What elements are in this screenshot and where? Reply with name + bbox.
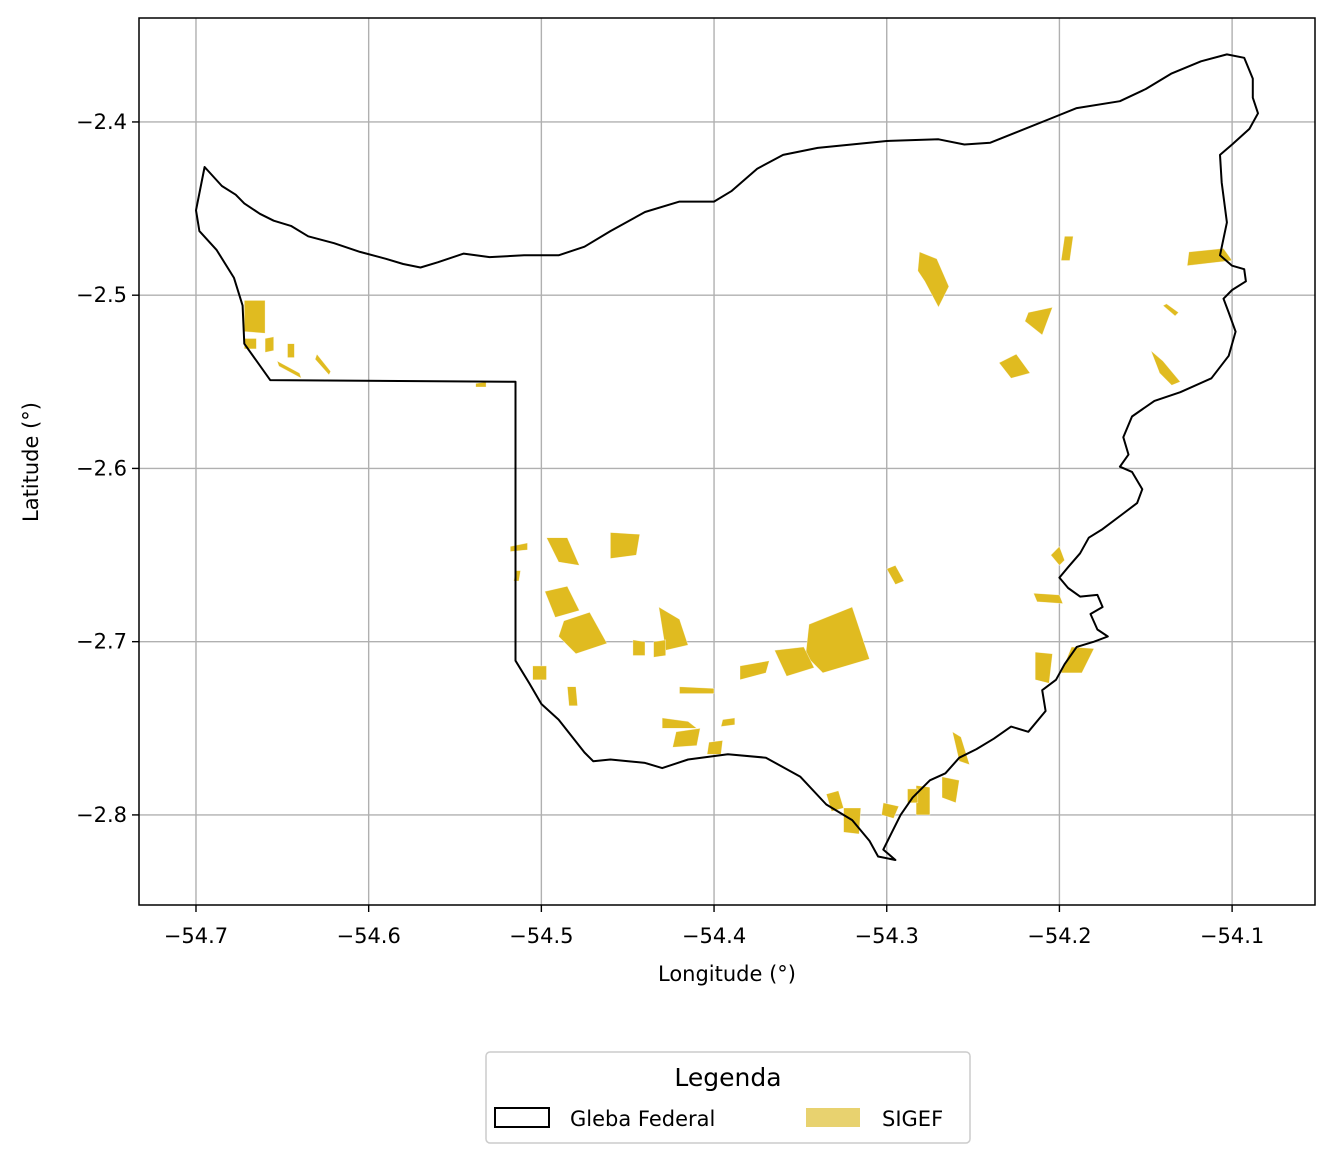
sigef-parcel [244,300,266,334]
sigef-parcel [886,565,905,585]
x-axis-label: Longitude (°) [658,962,796,986]
sigef-parcel [907,788,919,804]
sigef-parcel [632,639,646,656]
x-tick-label: −54.7 [164,924,228,948]
sigef-parcel [1034,651,1053,684]
legend-swatch-sigef [806,1108,860,1127]
sigef-parcel [1024,306,1053,336]
sigef-parcel [1162,303,1180,317]
x-tick-label: −54.5 [509,924,573,948]
sigef-parcel [951,731,971,766]
sigef-parcel [532,665,547,681]
sigef-parcel [658,606,689,651]
x-tick-label: −54.6 [336,924,400,948]
sigef-parcel [706,740,724,755]
gleba-federal-boundary [195,53,1259,861]
sigef-parcel [739,660,770,681]
plot-frame [138,17,1316,906]
sigef-parcel [566,686,578,707]
sigef-parcel [1150,350,1181,386]
x-tick-label: −54.3 [855,924,919,948]
sigef-parcel [720,717,736,727]
y-axis-label: Latitude (°) [19,402,43,522]
sigef-parcel [998,353,1031,379]
x-tick-label: −54.2 [1027,924,1091,948]
sigef-parcel [774,646,815,677]
sigef-parcel [1033,592,1064,604]
sigef-parcel [672,727,701,748]
sigef-parcel [558,611,608,655]
sigef-parcel [1060,236,1074,261]
sigef-parcel [1050,545,1065,566]
sigef-parcel [276,360,302,379]
y-tick-label: −2.5 [76,283,127,307]
sigef-parcel [264,336,275,353]
legend: Legenda Gleba Federal SIGEF [485,1051,971,1144]
y-tick-label: −2.7 [76,630,127,654]
y-tick-label: −2.6 [76,456,127,480]
y-axis-ticks: −2.4 −2.5 −2.6 −2.7 −2.8 [76,110,139,827]
legend-swatch-gleba-federal [494,1107,550,1128]
sigef-parcel [546,537,580,566]
sigef-layer [244,236,1233,835]
gridlines [139,18,1315,905]
sigef-parcel [805,606,870,674]
y-tick-label: −2.4 [76,110,127,134]
sigef-parcel [661,717,698,729]
x-tick-label: −54.1 [1200,924,1264,948]
legend-label-gleba-federal: Gleba Federal [570,1107,715,1131]
legend-title: Legenda [674,1063,781,1092]
sigef-parcel [610,532,641,559]
x-tick-label: −54.4 [682,924,746,948]
sigef-parcel [287,343,295,358]
y-tick-label: −2.8 [76,803,127,827]
sigef-parcel [544,585,580,618]
sigef-parcel [653,639,667,658]
sigef-parcel [314,353,332,376]
sigef-parcel [679,686,715,694]
x-axis-ticks: −54.7 −54.6 −54.5 −54.4 −54.3 −54.2 −54.1 [164,905,1264,948]
legend-label-sigef: SIGEF [882,1107,943,1131]
sigef-parcel [917,251,950,308]
sigef-parcel [941,776,960,804]
sigef-parcel [881,802,900,819]
sigef-parcel [915,785,931,816]
